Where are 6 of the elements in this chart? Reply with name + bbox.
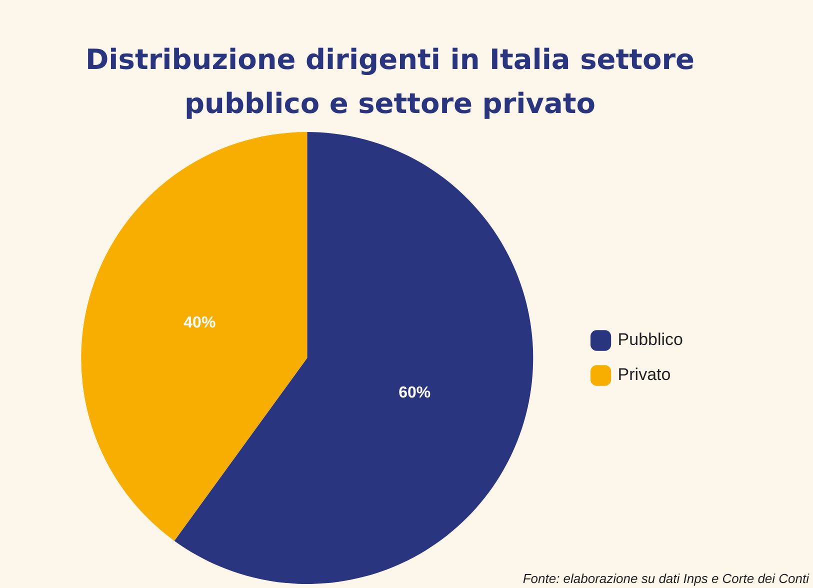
legend-label: Pubblico <box>618 330 684 350</box>
chart-title: Distribuzione dirigenti in Italia settore pubblico e settore privato <box>84 42 696 122</box>
data-label: 60% <box>398 384 431 402</box>
source-note: Fonte: elaborazione su dati Inps e Corte dei Conti <box>522 571 809 586</box>
data-label: 40% <box>184 314 216 332</box>
legend-label: Privato <box>618 365 671 384</box>
